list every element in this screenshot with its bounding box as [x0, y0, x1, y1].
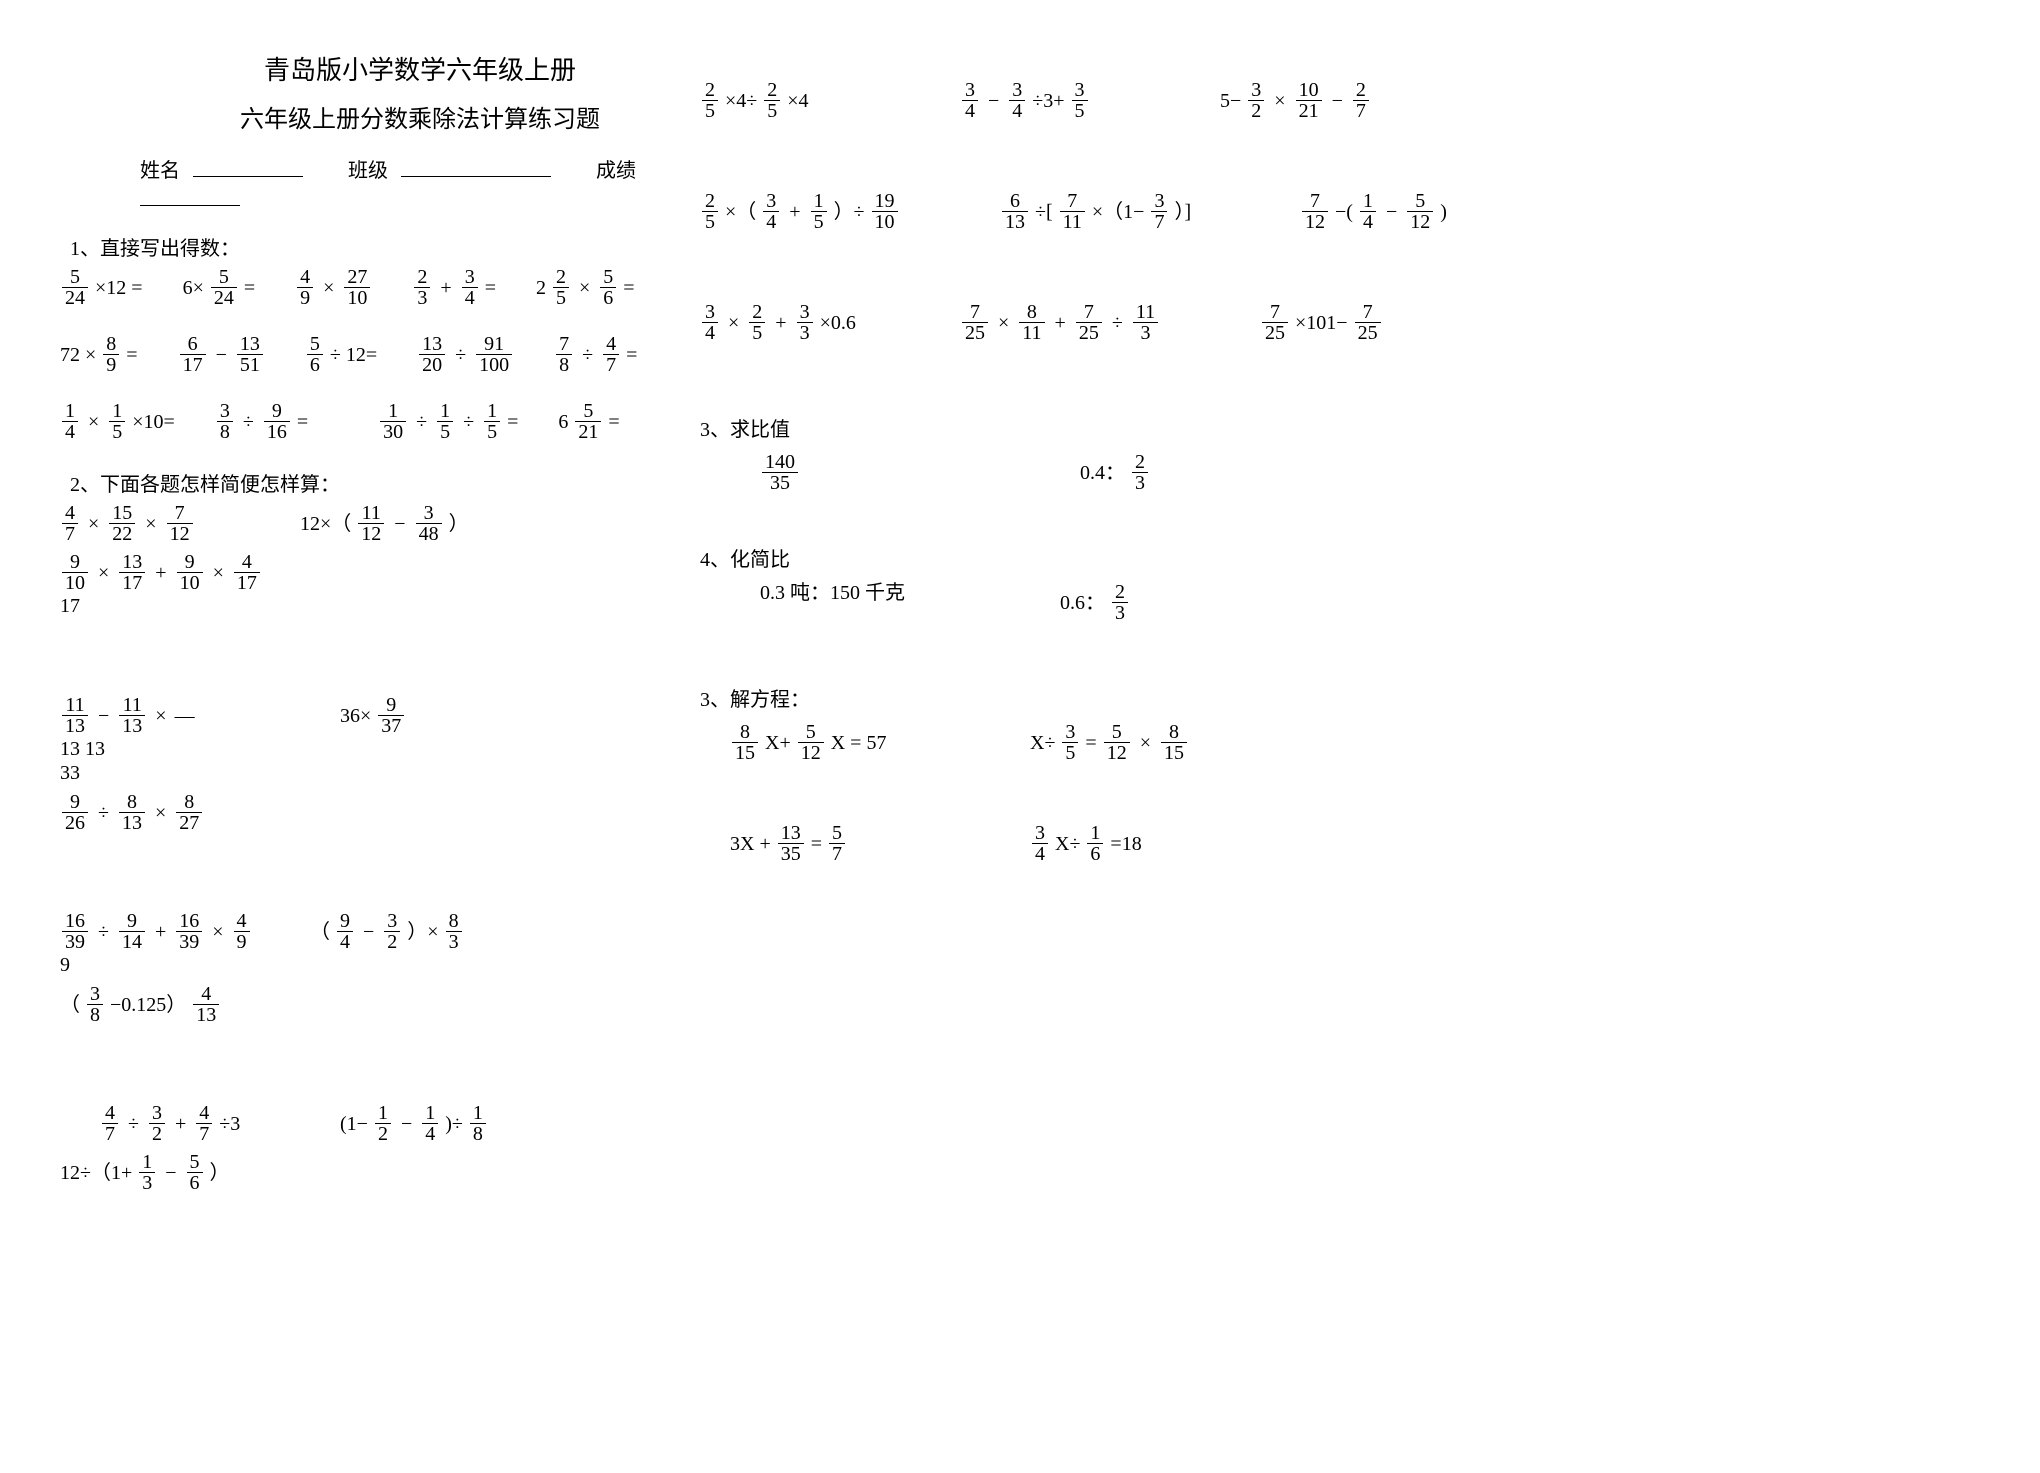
q-item: 613 ÷[ 711 ×（1− 37 ）] — [1000, 191, 1300, 232]
r-row-7: 3X + 1335 = 57 34 X÷ 16 =18 — [700, 823, 1980, 864]
section-2-label: 2、下面各题怎样简便怎样算： — [70, 468, 720, 497]
r-row-4: 14035 0.4： 23 — [700, 452, 1980, 493]
q-item: 14 × 15 ×10= — [60, 401, 175, 442]
q-item: 815 X+ 512 X = 57 — [730, 722, 1030, 763]
q-item: 617 − 1351 — [178, 334, 265, 375]
q-item: 34 − 34 ÷3+ 35 — [960, 80, 1220, 121]
name-blank[interactable] — [193, 154, 303, 177]
q-item: 56 ÷ 12= — [305, 334, 377, 375]
worksheet-page: 青岛版小学数学六年级上册 六年级上册分数乘除法计算练习题 姓名 班级 成绩 1、… — [0, 0, 2040, 1473]
q-item: 926 ÷ 813 × 827 — [60, 792, 204, 833]
section-3-label: 3、求比值 — [700, 413, 1980, 442]
q-item: 25 ×4÷ 25 ×4 — [700, 80, 960, 121]
q1-row-1: 524 ×12 = 6× 524 = 49 × 2710 23 + 34 = 2 — [60, 267, 720, 316]
section-5-label: 3、解方程： — [700, 683, 1980, 712]
right-column: 25 ×4÷ 25 ×4 34 − 34 ÷3+ 35 5− 32 × 1021… — [700, 80, 1980, 934]
q-item: 36× 937 — [340, 695, 530, 736]
r-row-6: 815 X+ 512 X = 57 X÷ 35 = 512 × 815 — [700, 722, 1980, 763]
q-item: (1− 12 − 14 )÷ 18 — [340, 1103, 530, 1144]
q-item: 78 ÷ 47 = — [554, 334, 637, 375]
score-blank[interactable] — [140, 183, 240, 206]
q2-row-2: 1113 − 1113 × — 13 13 33 36× 937 926 ÷ 8… — [60, 695, 720, 841]
overflow-text: 17 — [60, 595, 260, 617]
overflow-text: 13 13 — [60, 738, 260, 760]
q-item: 34 × 25 + 33 ×0.6 — [700, 302, 960, 343]
info-line: 姓名 班级 成绩 — [140, 154, 720, 212]
q-item: 34 X÷ 16 =18 — [1030, 823, 1290, 864]
q-item: 0.6： 23 — [1060, 582, 1320, 623]
q-item: 72 × 89 = — [60, 334, 138, 375]
q-item: 14035 — [760, 452, 1020, 493]
q-item: 1639 ÷ 914 + 1639 × 49 9 — [60, 911, 270, 976]
q-item: X÷ 35 = 512 × 815 — [1030, 722, 1290, 763]
q-item: 12×（ 1112 − 348 ） — [300, 503, 490, 544]
q-item: 47 × 1522 × 712 — [60, 503, 260, 544]
section-1-label: 1、直接写出得数： — [70, 232, 720, 261]
q-item: 725 × 811 + 725 ÷ 113 — [960, 302, 1260, 343]
r-row-5: 0.3 吨：150 千克 0.6： 23 — [700, 582, 1980, 623]
q1-row-3: 14 × 15 ×10= 38 ÷ 916 = 130 ÷ 15 ÷ 15 = — [60, 401, 720, 450]
q-item: 725 ×101− 725 — [1260, 302, 1520, 343]
q-item: 712 −( 14 − 512 ) — [1300, 191, 1560, 232]
score-label: 成绩 — [596, 160, 636, 182]
section-4-label: 4、化简比 — [700, 543, 1980, 572]
left-column: 青岛版小学数学六年级上册 六年级上册分数乘除法计算练习题 姓名 班级 成绩 1、… — [60, 50, 720, 1201]
r-row-2: 25 ×（ 34 + 15 ）÷ 1910 613 ÷[ 711 ×（1− 37… — [700, 191, 1980, 232]
q-item: 12÷（1+ 13 − 56 ） — [60, 1152, 230, 1193]
q-item: 130 ÷ 15 ÷ 15 = — [378, 401, 518, 442]
q-item: 49 × 2710 — [295, 267, 372, 308]
q-item: （ 94 − 32 ）× 83 — [310, 911, 510, 952]
q-item: 524 ×12 = — [60, 267, 143, 308]
q1-row-2: 72 × 89 = 617 − 1351 56 ÷ 12= 1320 ÷ 911… — [60, 334, 720, 383]
overflow-text: 9 — [60, 954, 270, 976]
class-label: 班级 — [348, 160, 388, 182]
q-item: 38 ÷ 916 = — [215, 401, 308, 442]
q2-row-4: 47 ÷ 32 + 47 ÷3 (1− 12 − 14 )÷ 18 12÷（1+… — [60, 1103, 720, 1201]
title-line-2: 六年级上册分数乘除法计算练习题 — [160, 99, 680, 134]
header: 青岛版小学数学六年级上册 六年级上册分数乘除法计算练习题 — [160, 50, 680, 134]
r-row-1: 25 ×4÷ 25 ×4 34 − 34 ÷3+ 35 5− 32 × 1021… — [700, 80, 1980, 121]
q-item: 6× 524 = — [183, 267, 256, 308]
title-line-1: 青岛版小学数学六年级上册 — [160, 50, 680, 87]
q-item: 0.3 吨：150 千克 — [760, 582, 1060, 623]
q-item: 6 521 = — [558, 401, 619, 442]
q-item: 3X + 1335 = 57 — [730, 823, 1030, 864]
r-row-3: 34 × 25 + 33 ×0.6 725 × 811 + 725 ÷ 113 … — [700, 302, 1980, 343]
q-item: 1320 ÷ 91100 — [417, 334, 514, 375]
q-item: 25 ×（ 34 + 15 ）÷ 1910 — [700, 191, 1000, 232]
q-item: 5− 32 × 1021 − 27 — [1220, 80, 1480, 121]
q-item: 0.4： 23 — [1080, 452, 1340, 493]
q2-row-3: 1639 ÷ 914 + 1639 × 49 9 （ 94 − 32 ）× 83 — [60, 911, 720, 1033]
q-item: （ 38 −0.125） 413 — [60, 984, 221, 1025]
q-item: 47 ÷ 32 + 47 ÷3 — [100, 1103, 300, 1144]
class-blank[interactable] — [401, 154, 551, 177]
name-label: 姓名 — [140, 160, 180, 182]
q2-row-1: 47 × 1522 × 712 12×（ 1112 − 348 ） 910 × … — [60, 503, 720, 625]
q-item: 1113 − 1113 × — 13 13 33 — [60, 695, 260, 784]
q-item: 910 × 1317 + 910 × 417 17 — [60, 552, 260, 617]
overflow-text: 33 — [60, 762, 260, 784]
q-item: 23 + 34 = — [412, 267, 496, 308]
q-item: 2 25 × 56 = — [536, 267, 635, 308]
